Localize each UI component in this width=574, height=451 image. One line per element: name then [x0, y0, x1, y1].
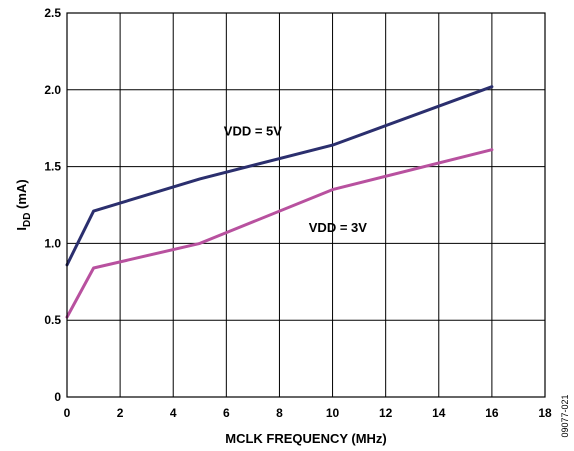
- y-axis-label: IDD (mA): [14, 179, 33, 230]
- series-label-1: VDD = 5V: [224, 123, 282, 138]
- x-tick-labels: 0 2 4 6 8 10 12 14 16 18: [64, 406, 552, 420]
- x-tick-label: 2: [117, 406, 124, 420]
- series-label-2: VDD = 3V: [309, 220, 367, 235]
- x-tick-label: 0: [64, 406, 71, 420]
- y-axis-label-unit: (mA): [14, 179, 29, 212]
- grid: [67, 13, 545, 397]
- x-tick-label: 14: [432, 406, 446, 420]
- series-lines: [65, 85, 494, 319]
- series-line-1: [65, 85, 494, 267]
- series-line-2: [65, 148, 494, 319]
- x-tick-label: 8: [276, 406, 283, 420]
- y-tick-label: 2.0: [44, 83, 61, 97]
- y-tick-label: 0.5: [44, 313, 61, 327]
- y-tick-label: 1.5: [44, 160, 61, 174]
- series-labels: VDD = 5V VDD = 3V: [224, 123, 367, 235]
- x-axis-label: MCLK FREQUENCY (MHz): [225, 431, 387, 446]
- x-tick-label: 18: [538, 406, 552, 420]
- y-tick-label: 1.0: [44, 236, 61, 250]
- y-tick-label: 2.5: [44, 6, 61, 20]
- plot-frame: [66, 12, 546, 398]
- x-tick-label: 4: [170, 406, 177, 420]
- x-tick-label: 6: [223, 406, 230, 420]
- x-tick-label: 16: [485, 406, 499, 420]
- y-axis-label-main: I: [14, 227, 29, 231]
- y-axis-label-subscript: DD: [22, 213, 33, 227]
- y-tick-label: 0: [54, 390, 61, 404]
- x-tick-label: 10: [326, 406, 340, 420]
- figure-id: 09077-021: [560, 394, 570, 437]
- x-tick-label: 12: [379, 406, 393, 420]
- y-tick-labels: 0 0.5 1.0 1.5 2.0 2.5: [44, 6, 61, 404]
